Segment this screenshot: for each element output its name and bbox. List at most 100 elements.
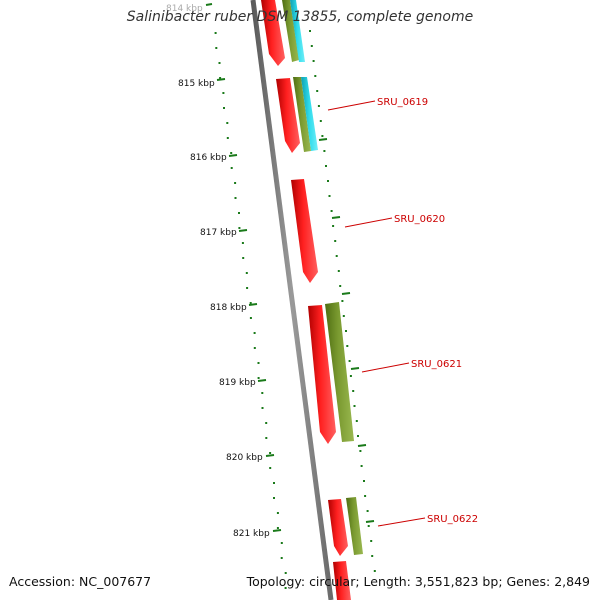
gc-dot — [335, 255, 338, 257]
gc-dot — [253, 332, 256, 334]
ruler-tick — [257, 379, 267, 382]
gc-dot — [273, 482, 275, 484]
gene-label-sru-0621[interactable]: SRU_0621 — [411, 359, 462, 370]
gc-dot — [284, 587, 287, 589]
rna-feature[interactable] — [301, 77, 318, 151]
reverse-gene-arrow[interactable] — [325, 302, 354, 442]
accession-info: Accession: NC_007677 — [9, 574, 151, 589]
forward-gene-arrow[interactable] — [291, 179, 318, 283]
ruler-tick-label: 815 kbp — [178, 79, 215, 89]
length-label: Length: — [363, 574, 411, 589]
topology-label: Topology: — [246, 574, 306, 589]
gc-dot — [360, 465, 363, 467]
gc-dot — [319, 120, 322, 122]
rna-feature[interactable] — [290, 0, 305, 62]
gc-dot — [357, 435, 359, 437]
gc-dot — [323, 150, 326, 152]
ruler-tick — [238, 229, 248, 232]
forward-gene-arrow[interactable] — [261, 0, 285, 66]
gc-dot — [370, 540, 373, 542]
gc-dot — [218, 62, 221, 64]
forward-gene-arrow[interactable] — [328, 499, 348, 556]
reverse-gene-arrow[interactable] — [282, 0, 299, 62]
gc-dot — [363, 480, 365, 482]
gc-dot — [234, 182, 237, 184]
gc-dot — [253, 347, 256, 349]
gc-dot-track-outer — [309, 30, 376, 572]
topology-value: circular — [309, 574, 356, 589]
ruler-tick-label: 814 kbp — [166, 4, 203, 14]
gc-dot — [226, 137, 229, 139]
reverse-gene-arrow[interactable] — [346, 497, 363, 555]
gc-dot — [241, 242, 244, 244]
ruler-tick — [205, 3, 213, 6]
ruler-tick-label: 818 kbp — [210, 303, 247, 313]
gc-dot — [371, 555, 374, 557]
gc-dot — [280, 557, 283, 559]
genome-summary: Topology: circular; Length: 3,551,823 bp… — [246, 574, 590, 589]
gc-dot — [337, 270, 340, 272]
ruler-tick — [272, 529, 282, 532]
gc-dot — [265, 437, 268, 439]
outer-track-ticks — [318, 138, 375, 523]
gc-dot — [312, 60, 315, 62]
gc-dot — [348, 360, 351, 362]
gc-dot — [317, 105, 320, 107]
gc-dot — [280, 542, 283, 544]
gc-dot-track-inner — [214, 32, 287, 589]
gene-label-leader — [327, 100, 376, 111]
gc-dot — [352, 390, 355, 392]
forward-gene-arrow[interactable] — [333, 561, 351, 600]
gc-dot — [310, 45, 313, 47]
gc-dot — [364, 495, 367, 497]
gc-dot — [257, 362, 260, 364]
ruler-tick-label: 821 kbp — [233, 529, 270, 539]
accession-value: NC_007677 — [79, 574, 152, 589]
genome-backbone — [250, 0, 334, 600]
gc-dot — [245, 272, 248, 274]
gc-dot — [214, 32, 217, 34]
gc-dot — [226, 122, 229, 124]
gc-dot — [309, 30, 311, 32]
ruler-tick — [216, 78, 226, 81]
gc-dot — [269, 467, 272, 469]
ruler-tick-label: 820 kbp — [226, 453, 263, 463]
gc-dot — [249, 302, 252, 304]
gc-dot — [284, 572, 287, 574]
ruler-tick — [265, 454, 275, 457]
gc-dot — [223, 107, 225, 109]
gc-dot — [215, 47, 218, 49]
gc-dot — [346, 345, 349, 347]
gc-dot — [330, 210, 333, 212]
gc-dot — [316, 90, 319, 92]
accession-label: Accession: — [9, 574, 76, 589]
gc-dot — [246, 287, 249, 289]
gc-dot — [355, 420, 358, 422]
gc-dot — [234, 197, 237, 199]
kbp-ruler: 814 kbp 815 kbp 816 kbp 817 kbp 818 kbp … — [166, 3, 282, 539]
gene-features — [261, 0, 363, 600]
ruler-tick-label: 817 kbp — [200, 228, 237, 238]
genes-label: Genes: — [506, 574, 551, 589]
gc-dot — [219, 77, 222, 79]
gc-dot — [242, 257, 245, 259]
forward-gene-arrow[interactable] — [308, 305, 336, 444]
gc-dot — [325, 165, 327, 167]
gc-dot — [249, 317, 252, 319]
gc-dot — [261, 392, 264, 394]
ruler-tick — [248, 303, 258, 306]
gene-label-leader — [377, 517, 426, 527]
gc-dot — [257, 377, 260, 379]
reverse-gene-arrow[interactable] — [293, 77, 311, 152]
gene-label-sru-0619[interactable]: SRU_0619 — [377, 97, 428, 108]
gene-label-sru-0620[interactable]: SRU_0620 — [394, 214, 445, 225]
gene-label-leader — [344, 217, 393, 228]
gc-dot — [353, 405, 356, 407]
gc-dot — [359, 450, 362, 452]
map-title: Salinibacter ruber DSM 13855, complete g… — [126, 9, 474, 25]
gc-dot — [334, 240, 337, 242]
gene-label-sru-0622[interactable]: SRU_0622 — [427, 514, 478, 525]
forward-gene-arrow[interactable] — [276, 78, 300, 153]
ruler-tick-label: 819 kbp — [219, 378, 256, 388]
